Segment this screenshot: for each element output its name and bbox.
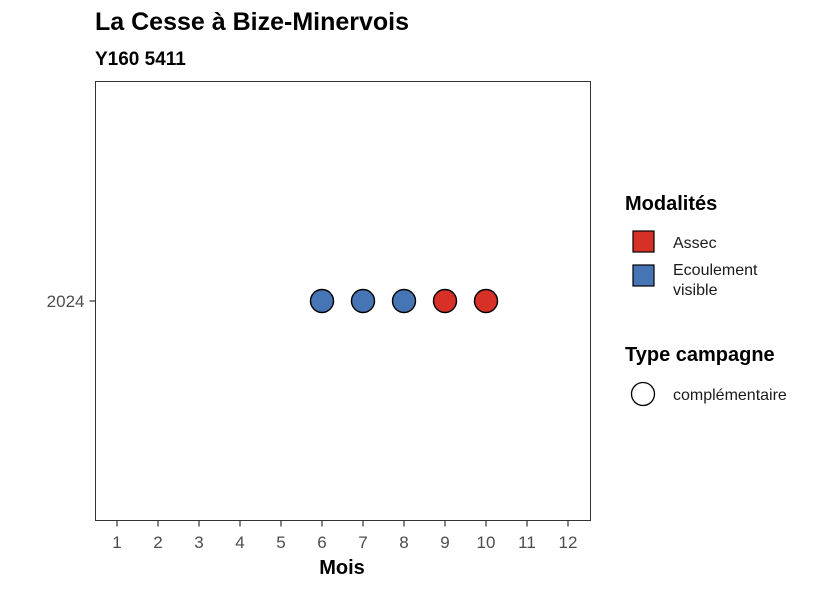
legend-label: complémentaire [673, 387, 787, 404]
x-tick-label: 4 [235, 533, 244, 552]
y-tick-label: 2024 [47, 292, 85, 311]
chart-title: La Cesse à Bize-Minervois [95, 8, 409, 36]
x-axis: 1 2 3 4 5 6 7 8 9 10 11 12 [112, 520, 578, 552]
x-tick-label: 2 [153, 533, 162, 552]
legend-key [632, 264, 655, 287]
data-point [309, 288, 335, 314]
x-tick-label: 3 [194, 533, 203, 552]
y-axis: 2024 [47, 292, 96, 311]
legend-key [632, 230, 655, 253]
plot-panel [95, 81, 591, 521]
legend-label: Ecoulement visible [673, 262, 758, 299]
legend-key-circle [630, 381, 656, 407]
x-tick-label: 6 [317, 533, 326, 552]
chart-subtitle: Y160 5411 [95, 49, 186, 70]
x-tick-label: 7 [358, 533, 367, 552]
x-axis-title: Mois [319, 557, 365, 579]
data-point [432, 288, 458, 314]
x-tick-label: 10 [477, 533, 496, 552]
legend-title-campagne: Type campagne [625, 344, 775, 366]
data-point [473, 288, 499, 314]
x-tick-label: 12 [559, 533, 578, 552]
legend-title-modalites: Modalités [625, 193, 717, 215]
x-tick-label: 11 [518, 533, 536, 552]
x-tick-label: 9 [440, 533, 449, 552]
data-points [309, 288, 499, 314]
data-point [350, 288, 376, 314]
x-tick-label: 5 [276, 533, 285, 552]
legend: Modalités Assec Ecoulement visible Type ca… [625, 193, 787, 407]
data-point [391, 288, 417, 314]
x-tick-label: 1 [112, 533, 121, 552]
x-tick-label: 8 [399, 533, 408, 552]
legend-label: Assec [673, 235, 717, 252]
